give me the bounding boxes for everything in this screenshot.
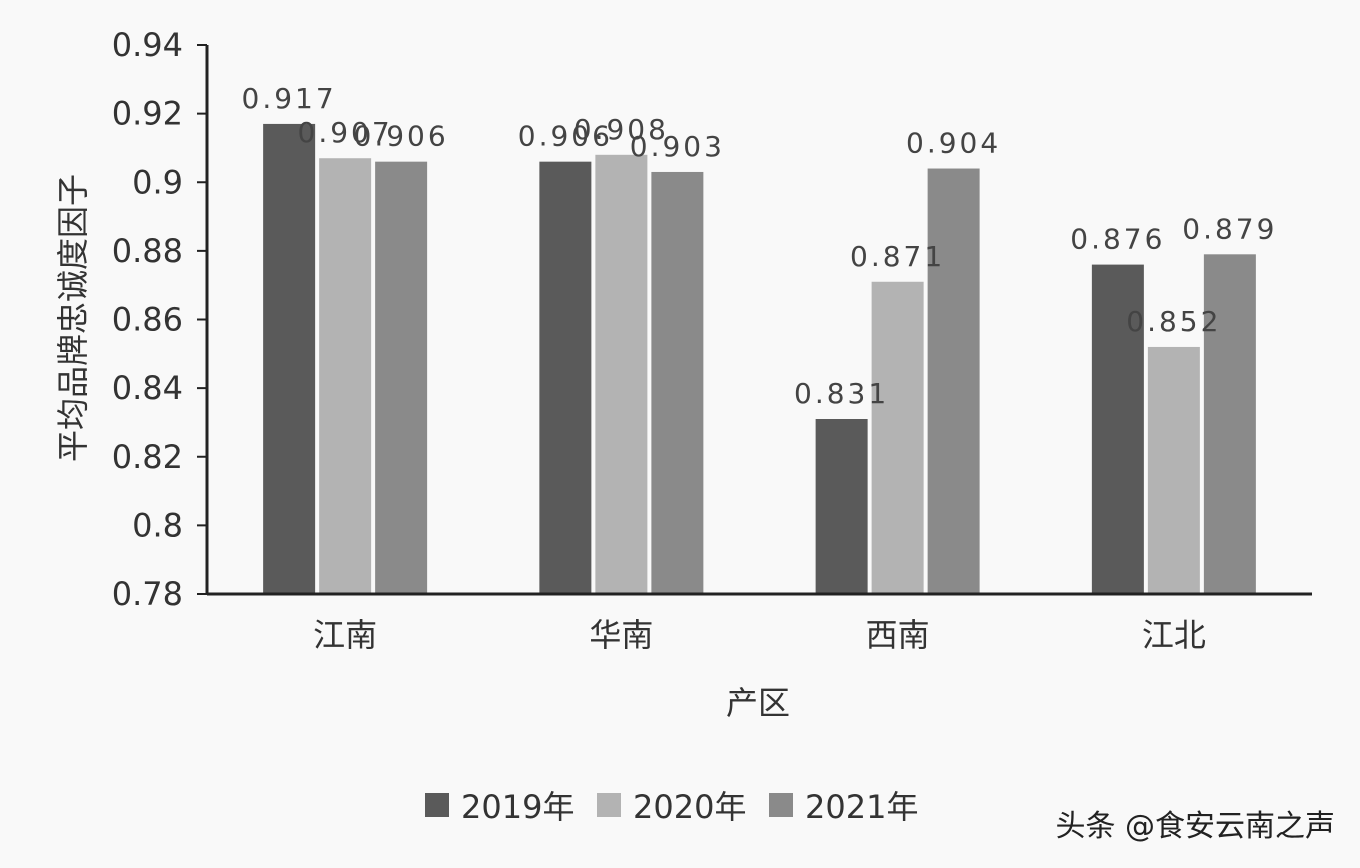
y-tick-label: 0.82 <box>112 438 183 476</box>
bars <box>263 123 1256 595</box>
data-label: 0.831 <box>794 377 889 410</box>
data-label: 0.852 <box>1126 305 1221 338</box>
data-label: 0.871 <box>850 240 945 273</box>
x-category-label: 华南 <box>589 616 653 654</box>
data-label: 0.906 <box>518 120 613 153</box>
bar <box>1203 254 1256 594</box>
legend-label: 2019年 <box>461 788 574 826</box>
y-tick-label: 0.94 <box>112 26 183 64</box>
bar <box>1091 264 1144 594</box>
x-category-label: 江北 <box>1142 616 1206 654</box>
data-label: 0.907 <box>298 116 393 149</box>
y-tick-label: 0.92 <box>112 95 183 133</box>
data-label: 0.876 <box>1070 223 1165 256</box>
y-tick-label: 0.84 <box>112 369 183 407</box>
y-tick-label: 0.78 <box>112 575 183 613</box>
data-label: 0.903 <box>630 130 725 163</box>
bar <box>927 168 980 594</box>
data-label: 0.917 <box>242 82 337 115</box>
x-category-label: 江南 <box>313 616 377 654</box>
x-category-label: 西南 <box>866 616 930 654</box>
y-axis-ticks: 0.78 0.8 0.82 0.84 0.86 0.88 0.9 0.92 0.94 <box>112 26 207 613</box>
legend-swatch <box>425 793 449 817</box>
data-label: 0.879 <box>1182 212 1277 245</box>
bar <box>375 161 428 594</box>
bar <box>871 281 924 594</box>
bar <box>815 419 868 594</box>
data-label: 0.906 <box>354 120 449 153</box>
x-axis-categories: 江南 华南 西南 江北 <box>313 616 1206 654</box>
y-tick-label: 0.9 <box>132 163 183 201</box>
data-label: 0.908 <box>574 113 669 146</box>
y-axis-title: 平均品牌忠诚度因子 <box>54 174 92 462</box>
bar <box>595 154 648 595</box>
watermark-text: 头条 @食安云南之声 <box>1055 809 1335 844</box>
bar <box>319 158 372 594</box>
y-tick-label: 0.86 <box>112 301 183 339</box>
bar <box>1147 346 1200 594</box>
y-tick-label: 0.8 <box>132 506 183 544</box>
data-label: 0.904 <box>906 127 1001 160</box>
legend-label: 2020年 <box>633 788 746 826</box>
bar <box>651 171 704 595</box>
bar <box>539 161 592 594</box>
legend-swatch <box>769 793 793 817</box>
legend-label: 2021年 <box>805 788 918 826</box>
axes <box>205 45 1312 596</box>
y-tick-label: 0.88 <box>112 232 183 270</box>
bar <box>263 123 316 594</box>
legend: 2019年 2020年 2021年 <box>425 788 918 826</box>
x-axis-title: 产区 <box>726 684 790 722</box>
legend-swatch <box>597 793 621 817</box>
